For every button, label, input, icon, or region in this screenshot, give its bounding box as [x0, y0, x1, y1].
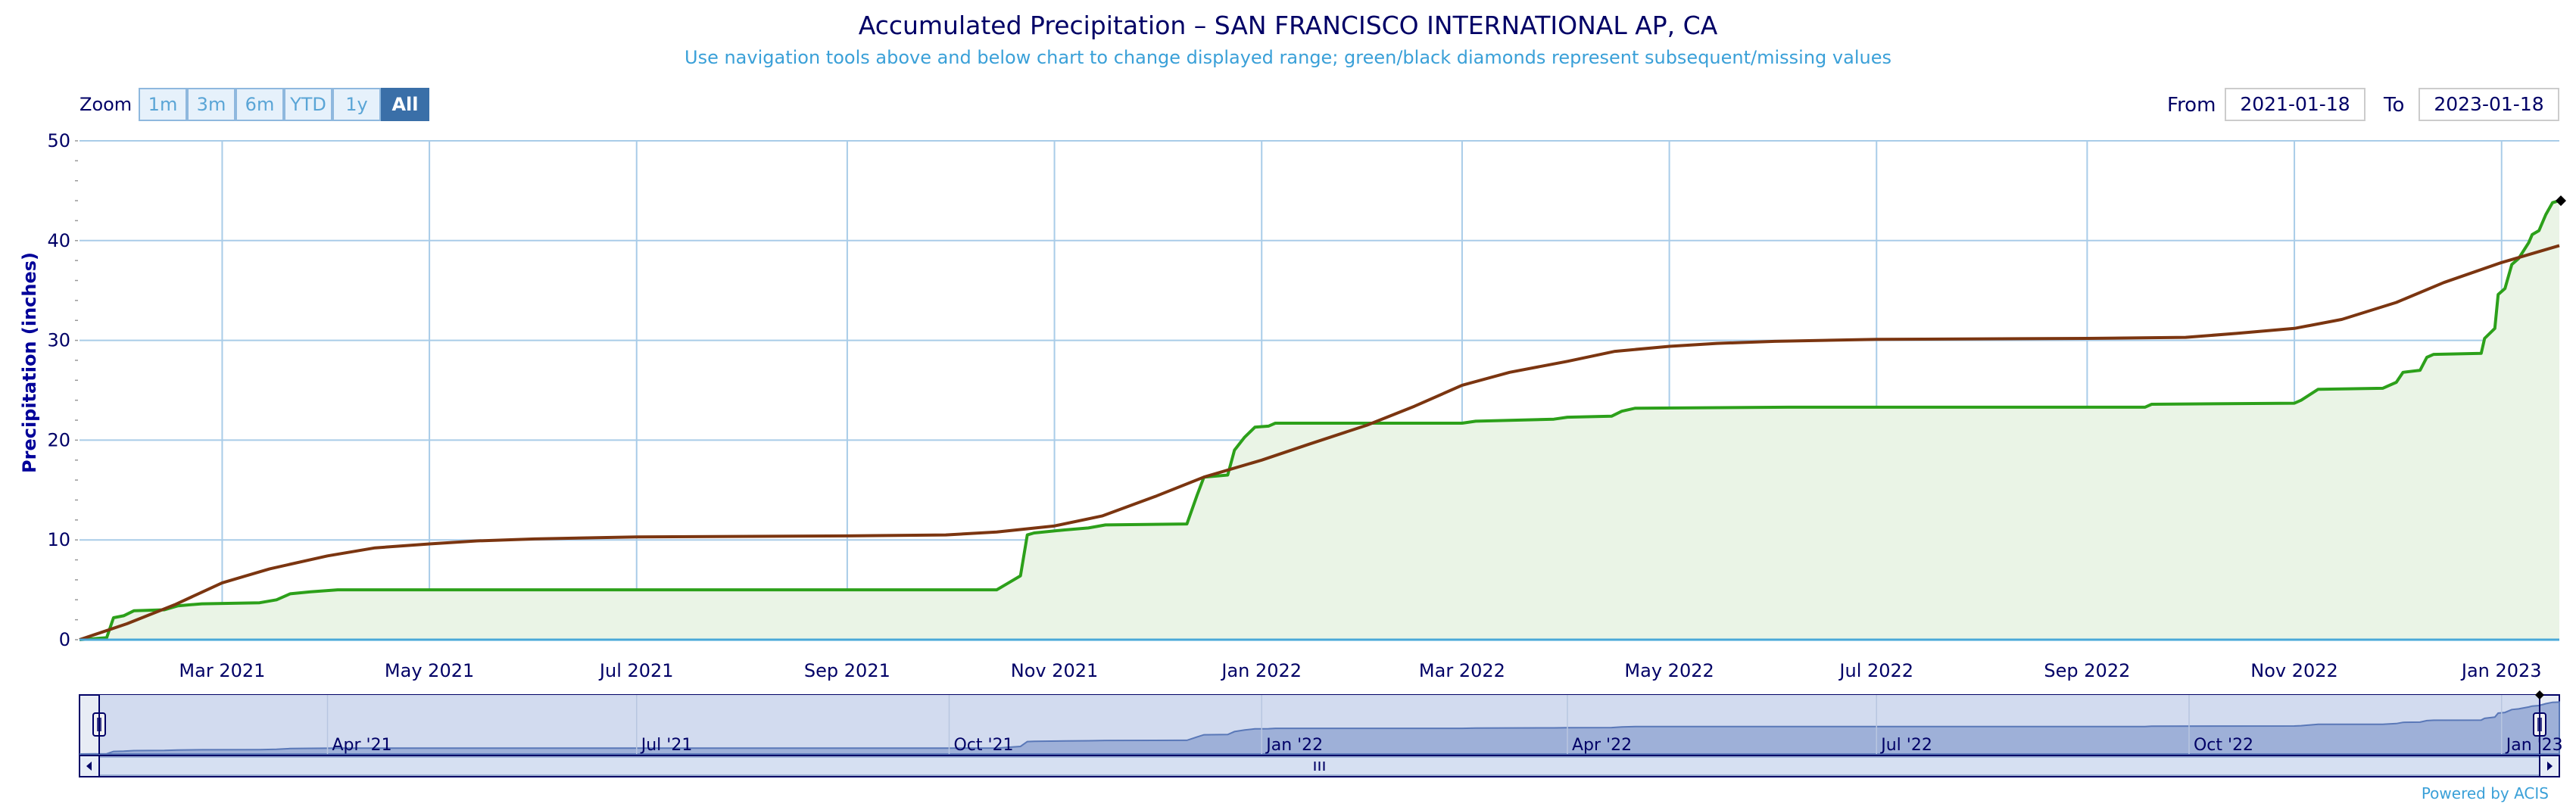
- from-label: From: [2167, 94, 2216, 117]
- zoom-1m-button[interactable]: 1m: [139, 88, 187, 121]
- chart-title: Accumulated Precipitation – SAN FRANCISC…: [858, 11, 1718, 40]
- to-date-input[interactable]: 2023-01-18: [2419, 88, 2559, 121]
- y-tick-label: 30: [47, 330, 70, 351]
- navigator-end-diamond: [2535, 690, 2544, 700]
- zoom-label: Zoom: [80, 94, 133, 115]
- normal-precip-line: [79, 244, 2560, 641]
- navigator-tick-label: Jul '21: [640, 736, 693, 755]
- scroll-left-arrow-icon: [86, 762, 92, 771]
- x-tick-label: Jul 2022: [1838, 660, 1913, 681]
- axis-layer: 0 10 20 30 40 50 Mar 2021 May 2021 Jul 2021 Sep 2…: [47, 130, 2559, 681]
- zoom-3m-button[interactable]: 3m: [187, 88, 235, 121]
- y-axis-label: Precipitation (inches): [19, 252, 40, 473]
- x-tick-label: May 2022: [1624, 660, 1714, 681]
- navigator-tick-label: Oct '21: [953, 736, 1013, 755]
- x-tick-label: May 2021: [385, 660, 474, 681]
- navigator-tick-label: Apr '22: [1572, 736, 1632, 755]
- zoom-6m-button[interactable]: 6m: [235, 88, 284, 121]
- y-tick-label: 10: [47, 529, 70, 550]
- navigator-tick-label: Oct '22: [2194, 736, 2253, 755]
- powered-by-credit[interactable]: Powered by ACIS: [2421, 784, 2549, 802]
- x-tick-label: Jul 2021: [598, 660, 674, 681]
- y-tick-label: 20: [47, 429, 70, 450]
- observed-precip-line: [79, 199, 2560, 641]
- series-layer: [79, 195, 2566, 641]
- x-tick-label: Sep 2022: [2044, 660, 2130, 681]
- chart-subtitle: Use navigation tools above and below cha…: [685, 47, 1891, 68]
- x-tick-label: Mar 2021: [179, 660, 265, 681]
- navigator-tick-label: Jan '22: [1265, 736, 1323, 755]
- x-tick-label: Mar 2022: [1419, 660, 1505, 681]
- zoom-ytd-button[interactable]: YTD: [284, 88, 332, 121]
- zoom-1y-button[interactable]: 1y: [332, 88, 381, 121]
- navigator-tick-label: Jul '22: [1879, 736, 1932, 755]
- observed-area: [80, 201, 2559, 640]
- y-tick-label: 0: [59, 629, 70, 650]
- last-value-diamond: [2556, 195, 2566, 207]
- navigator-tick-label: Jan '23: [2505, 736, 2563, 755]
- y-tick-label: 50: [47, 130, 70, 151]
- x-tick-label: Nov 2021: [1011, 660, 1099, 681]
- scroll-right-arrow-icon: [2547, 762, 2553, 771]
- zoom-all-button[interactable]: All: [381, 88, 429, 121]
- navigator-tick-label: Apr '21: [332, 736, 392, 755]
- x-tick-label: Jan 2023: [2460, 660, 2542, 681]
- x-tick-label: Jan 2022: [1220, 660, 1302, 681]
- navigator[interactable]: Apr '21 Jul '21 Oct '21 Jan '22 Apr '22 Jul '…: [79, 690, 2563, 777]
- x-tick-label: Nov 2022: [2250, 660, 2338, 681]
- y-tick-label: 40: [47, 230, 70, 251]
- from-date-input[interactable]: 2021-01-18: [2225, 88, 2365, 121]
- x-tick-label: Sep 2021: [804, 660, 890, 681]
- to-label: To: [2384, 94, 2405, 117]
